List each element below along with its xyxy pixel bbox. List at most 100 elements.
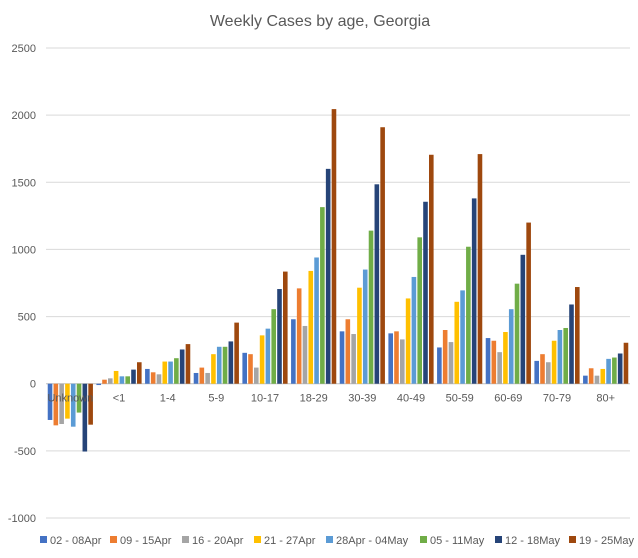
x-category-label: 5-9: [208, 393, 224, 405]
bar: [497, 352, 502, 384]
x-category-label: 1-4: [160, 393, 176, 405]
bar: [471, 198, 477, 384]
bars: [47, 109, 629, 452]
bar: [150, 372, 156, 384]
bar: [234, 322, 239, 384]
legend-item: 21 - 27Apr: [254, 535, 316, 547]
legend-item: 28Apr - 04May: [326, 535, 409, 547]
legend-item: 05 - 11May: [420, 535, 485, 547]
bar: [242, 352, 247, 384]
bar: [320, 207, 325, 384]
bar: [514, 283, 520, 384]
legend-label: 05 - 11May: [430, 535, 485, 547]
bar: [199, 367, 205, 384]
bar: [119, 376, 125, 384]
bar: [526, 222, 531, 384]
bar: [423, 201, 428, 384]
y-axis-ticks: -1000 -500 0 500 1000 1500 2000 2500: [8, 43, 36, 525]
bar: [185, 344, 191, 384]
bar: [325, 168, 331, 384]
legend-item: 02 - 08Apr: [40, 535, 102, 547]
x-axis-categories: Unknown <1 1-4 5-9 10-17 18-29 30-39 40-49 50-59…: [47, 393, 615, 405]
y-tick-label: 2500: [12, 43, 36, 55]
legend-label: 16 - 20Apr: [192, 535, 244, 547]
bar: [271, 309, 276, 384]
bar: [308, 270, 314, 384]
bar: [437, 347, 442, 384]
bar: [88, 383, 93, 425]
bar: [368, 230, 374, 384]
bar: [612, 357, 617, 384]
bar: [265, 328, 271, 384]
bar: [600, 368, 606, 384]
bar: [291, 319, 296, 384]
legend-swatch: [254, 536, 261, 543]
x-category-label: 40-49: [397, 393, 425, 405]
bar: [76, 383, 82, 413]
bar: [228, 341, 234, 384]
bar: [137, 362, 142, 384]
bar: [534, 360, 539, 384]
bar: [47, 383, 53, 420]
y-tick-label: 2000: [12, 110, 36, 122]
bar: [551, 340, 557, 384]
bar: [339, 331, 345, 384]
bar: [222, 346, 228, 384]
x-category-label: Unknown: [47, 393, 93, 405]
legend-swatch: [420, 536, 427, 543]
bar: [623, 342, 629, 384]
bar: [174, 358, 179, 384]
legend-item: 16 - 20Apr: [182, 535, 244, 547]
bar: [53, 383, 59, 426]
y-tick-label: 1500: [12, 177, 36, 189]
bar: [583, 375, 588, 384]
bar: [70, 383, 76, 427]
legend-swatch: [569, 536, 576, 543]
bar: [588, 368, 594, 384]
y-tick-label: -500: [14, 446, 36, 458]
bar: [248, 354, 253, 384]
bar: [540, 354, 545, 384]
bar: [388, 333, 393, 384]
y-tick-label: 500: [18, 312, 36, 324]
bar: [362, 269, 368, 384]
bar: [59, 383, 64, 424]
bar: [145, 368, 150, 384]
bar: [314, 257, 319, 384]
bar: [442, 330, 448, 384]
bar: [283, 271, 288, 384]
bar: [102, 379, 107, 384]
bar: [108, 378, 113, 384]
bar: [96, 383, 101, 386]
chart-title: Weekly Cases by age, Georgia: [210, 13, 430, 30]
bar: [546, 362, 551, 384]
bar: [380, 127, 385, 384]
bar: [503, 332, 508, 384]
legend-swatch: [40, 536, 47, 543]
bar: [259, 335, 265, 384]
legend-swatch: [495, 536, 502, 543]
bar: [575, 287, 580, 384]
bar: [617, 353, 623, 384]
bar: [131, 369, 136, 384]
bar: [216, 346, 222, 384]
bar: [417, 237, 422, 384]
x-category-label: 60-69: [494, 393, 522, 405]
bar: [569, 304, 574, 384]
legend-label: 19 - 25May: [579, 535, 635, 547]
legend-label: 02 - 08Apr: [50, 535, 102, 547]
legend-swatch: [182, 536, 189, 543]
bar: [454, 301, 460, 384]
bar: [460, 290, 465, 384]
bar: [411, 276, 417, 384]
y-tick-label: 1000: [12, 244, 36, 256]
bar: [193, 372, 199, 384]
bar: [351, 334, 356, 384]
bar: [394, 331, 399, 384]
legend-label: 09 - 15Apr: [120, 535, 172, 547]
bar: [113, 370, 119, 384]
legend-swatch: [110, 536, 117, 543]
y-tick-label: -1000: [8, 513, 36, 525]
